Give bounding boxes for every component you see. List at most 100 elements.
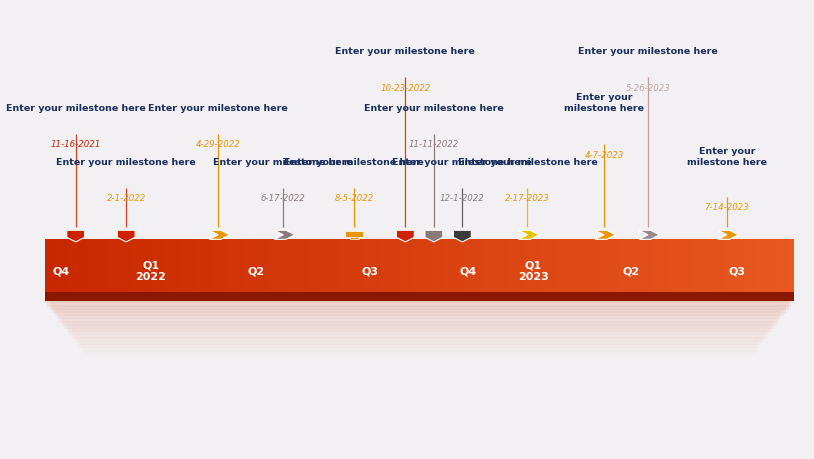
- Bar: [51, 240, 57, 293]
- Bar: [475, 240, 482, 293]
- Bar: [719, 240, 725, 293]
- Text: Q1
2023: Q1 2023: [518, 260, 549, 281]
- Polygon shape: [595, 231, 615, 240]
- Bar: [47, 299, 791, 307]
- Bar: [232, 240, 239, 293]
- Bar: [79, 341, 759, 349]
- Text: Enter your milestone here: Enter your milestone here: [148, 103, 288, 112]
- Bar: [501, 240, 506, 293]
- Text: Enter your milestone here: Enter your milestone here: [213, 157, 353, 166]
- Bar: [562, 240, 569, 293]
- Bar: [688, 240, 694, 293]
- Bar: [463, 240, 469, 293]
- Bar: [750, 240, 756, 293]
- Bar: [588, 240, 594, 293]
- Bar: [550, 240, 557, 293]
- Bar: [86, 350, 752, 358]
- Text: Enter your milestone here: Enter your milestone here: [335, 47, 475, 56]
- Bar: [326, 240, 332, 293]
- Bar: [63, 240, 70, 293]
- Bar: [345, 232, 363, 237]
- Bar: [207, 240, 213, 293]
- Bar: [506, 240, 513, 293]
- Bar: [712, 240, 719, 293]
- Bar: [94, 240, 101, 293]
- Text: 2-1-2022: 2-1-2022: [107, 194, 146, 203]
- Bar: [469, 240, 475, 293]
- Bar: [288, 240, 295, 293]
- Bar: [600, 240, 606, 293]
- Polygon shape: [639, 231, 659, 240]
- Text: 6-17-2022: 6-17-2022: [261, 194, 305, 203]
- Bar: [644, 240, 650, 293]
- Bar: [263, 240, 269, 293]
- Bar: [532, 240, 538, 293]
- Bar: [201, 240, 207, 293]
- Text: 5-26-2023: 5-26-2023: [626, 84, 670, 93]
- Bar: [650, 240, 656, 293]
- Text: Q3: Q3: [729, 266, 745, 276]
- Text: Q2: Q2: [622, 266, 640, 276]
- Bar: [251, 240, 257, 293]
- Bar: [59, 315, 779, 323]
- Bar: [213, 240, 220, 293]
- Bar: [257, 240, 263, 293]
- Bar: [700, 240, 707, 293]
- Bar: [731, 240, 737, 293]
- Bar: [656, 240, 663, 293]
- Text: Q3: Q3: [362, 266, 379, 276]
- Bar: [606, 240, 613, 293]
- Bar: [77, 337, 762, 346]
- Bar: [669, 240, 675, 293]
- Bar: [431, 240, 438, 293]
- Bar: [138, 240, 145, 293]
- Bar: [438, 240, 444, 293]
- Bar: [419, 240, 426, 293]
- Bar: [775, 240, 781, 293]
- Bar: [295, 240, 300, 293]
- Bar: [444, 240, 450, 293]
- Bar: [113, 240, 120, 293]
- Polygon shape: [425, 231, 443, 242]
- Polygon shape: [396, 231, 414, 242]
- Bar: [67, 324, 772, 332]
- Text: Enter your
milestone here: Enter your milestone here: [687, 147, 767, 166]
- Bar: [64, 321, 774, 330]
- Bar: [538, 240, 544, 293]
- Text: Q2: Q2: [247, 266, 265, 276]
- Polygon shape: [718, 231, 738, 240]
- Bar: [239, 240, 244, 293]
- Polygon shape: [117, 231, 135, 242]
- Bar: [519, 240, 525, 293]
- Bar: [45, 296, 794, 304]
- Bar: [663, 240, 669, 293]
- Text: Enter your
milestone here: Enter your milestone here: [564, 93, 644, 112]
- Bar: [82, 240, 89, 293]
- Bar: [300, 240, 307, 293]
- Bar: [57, 240, 63, 293]
- Bar: [84, 347, 755, 355]
- Bar: [220, 240, 225, 293]
- Bar: [164, 240, 169, 293]
- Text: Enter your milestone here: Enter your milestone here: [364, 103, 504, 112]
- Text: 11-16-2021: 11-16-2021: [50, 140, 101, 149]
- Bar: [244, 240, 251, 293]
- Bar: [375, 240, 382, 293]
- Bar: [632, 240, 637, 293]
- Text: 8-5-2022: 8-5-2022: [335, 194, 374, 203]
- Bar: [370, 240, 375, 293]
- Text: Enter your milestone here: Enter your milestone here: [284, 157, 424, 166]
- Bar: [62, 318, 777, 326]
- Bar: [625, 240, 632, 293]
- Bar: [182, 240, 188, 293]
- Polygon shape: [453, 231, 471, 242]
- Bar: [89, 240, 94, 293]
- Bar: [363, 240, 370, 293]
- Bar: [637, 240, 644, 293]
- Bar: [619, 240, 625, 293]
- Text: 4-7-2023: 4-7-2023: [584, 151, 624, 160]
- Bar: [57, 311, 781, 319]
- Bar: [457, 240, 463, 293]
- Bar: [319, 240, 326, 293]
- Text: 2-17-2023: 2-17-2023: [505, 194, 549, 203]
